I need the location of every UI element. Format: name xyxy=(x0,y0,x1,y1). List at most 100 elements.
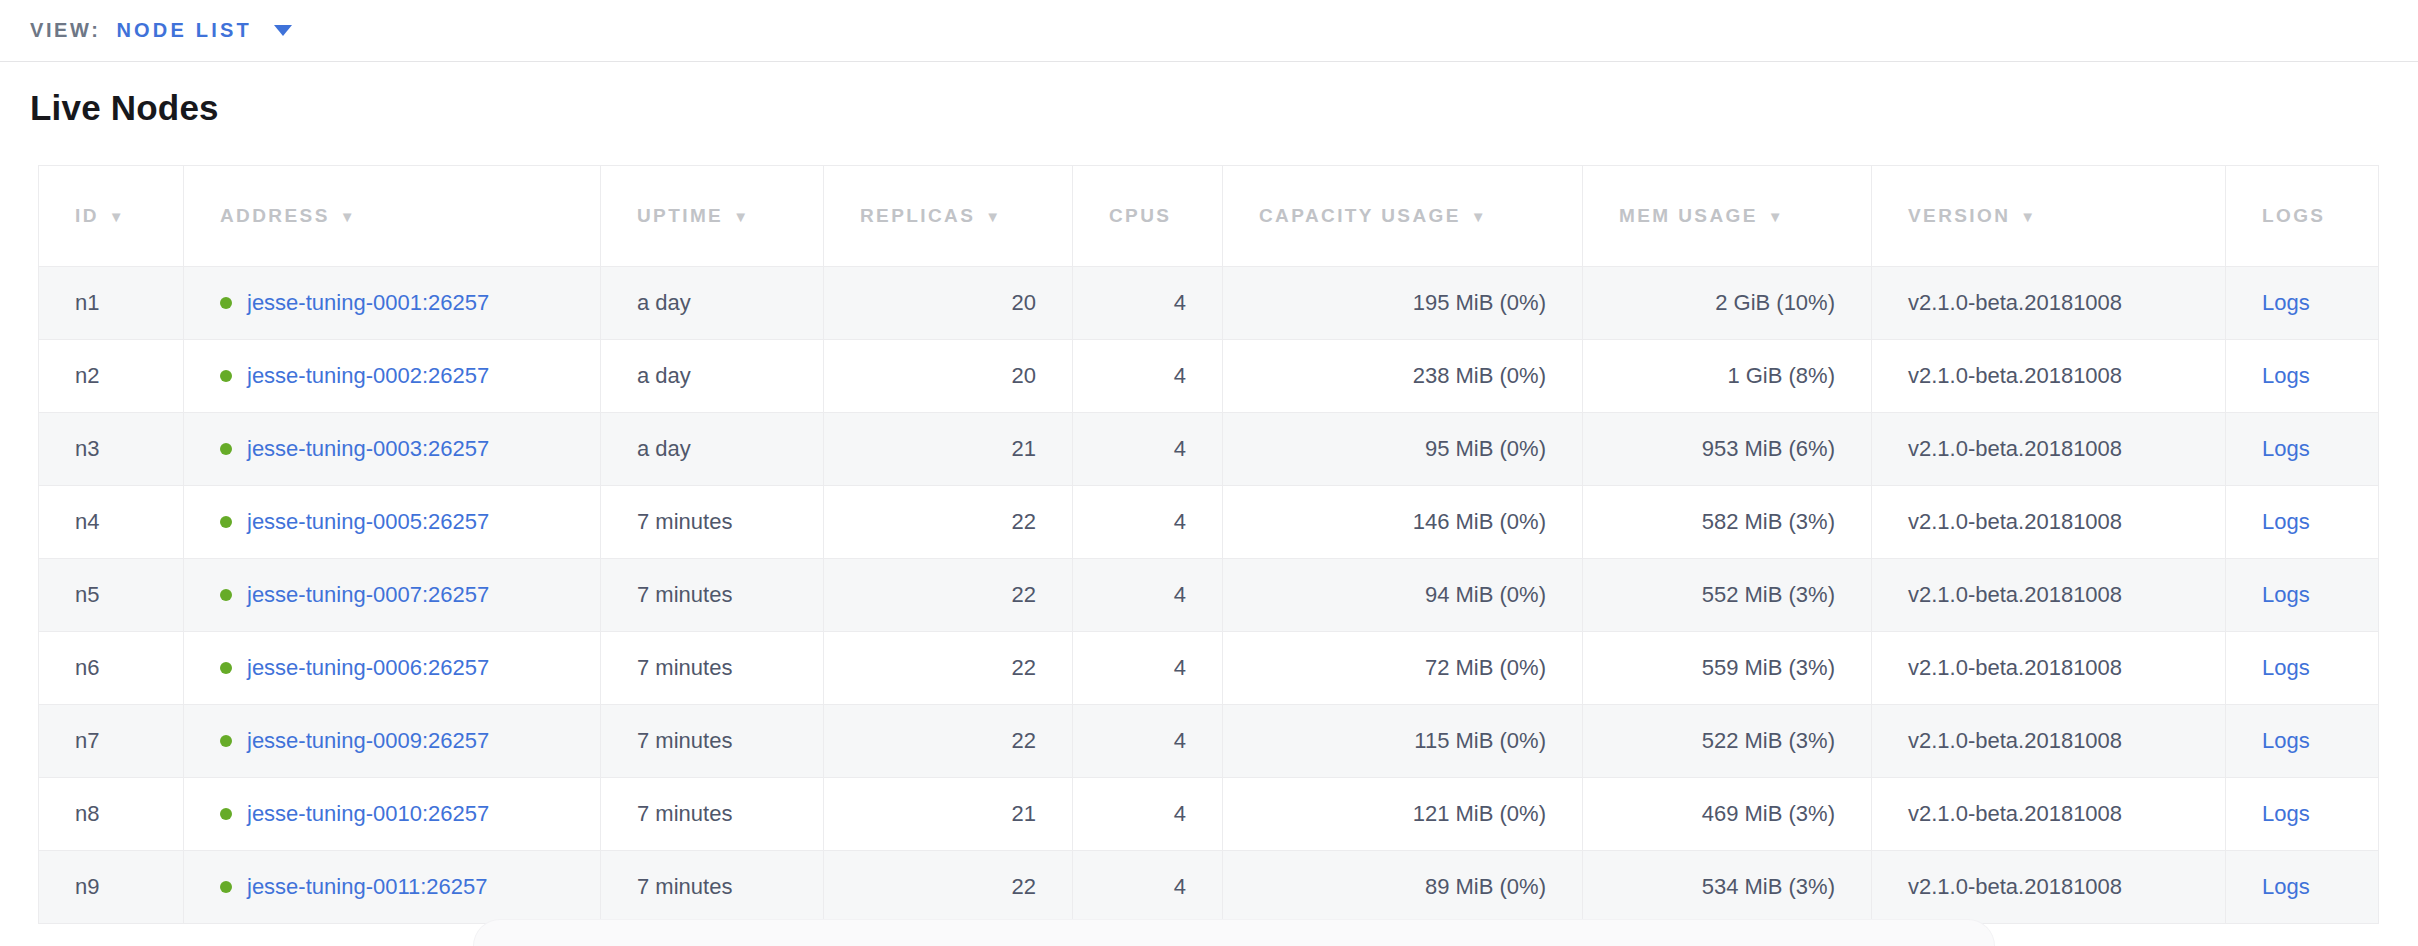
cell-cpus: 4 xyxy=(1073,267,1223,340)
cell-version: v2.1.0-beta.20181008 xyxy=(1872,340,2226,413)
cell-logs: Logs xyxy=(2226,705,2379,778)
column-header-replicas[interactable]: REPLICAS ▼ xyxy=(824,166,1073,267)
column-label: MEM USAGE xyxy=(1619,205,1758,226)
cell-cpus: 4 xyxy=(1073,340,1223,413)
cell-mem: 1 GiB (8%) xyxy=(1583,340,1872,413)
node-logs-link[interactable]: Logs xyxy=(2262,509,2310,534)
cell-uptime: 7 minutes xyxy=(601,778,824,851)
cell-id: n8 xyxy=(39,778,184,851)
node-address-link[interactable]: jesse-tuning-0011:26257 xyxy=(247,874,488,899)
cell-version: v2.1.0-beta.20181008 xyxy=(1872,632,2226,705)
column-label: CPUS xyxy=(1109,205,1171,226)
cell-logs: Logs xyxy=(2226,851,2379,924)
cell-id: n1 xyxy=(39,267,184,340)
cell-logs: Logs xyxy=(2226,486,2379,559)
cell-uptime: 7 minutes xyxy=(601,559,824,632)
node-logs-link[interactable]: Logs xyxy=(2262,874,2310,899)
column-label: REPLICAS xyxy=(860,205,975,226)
table-row: n4jesse-tuning-0005:262577 minutes224146… xyxy=(39,486,2379,559)
column-header-capacity[interactable]: CAPACITY USAGE ▼ xyxy=(1223,166,1583,267)
cell-replicas: 22 xyxy=(824,851,1073,924)
cell-replicas: 21 xyxy=(824,413,1073,486)
view-dropdown[interactable]: NODE LIST xyxy=(116,19,291,42)
cell-capacity: 115 MiB (0%) xyxy=(1223,705,1583,778)
cell-replicas: 22 xyxy=(824,632,1073,705)
node-status-icon xyxy=(220,370,232,382)
cell-cpus: 4 xyxy=(1073,632,1223,705)
cell-cpus: 4 xyxy=(1073,778,1223,851)
sort-desc-icon: ▼ xyxy=(109,208,124,225)
node-logs-link[interactable]: Logs xyxy=(2262,290,2310,315)
cell-version: v2.1.0-beta.20181008 xyxy=(1872,559,2226,632)
cell-id: n5 xyxy=(39,559,184,632)
cell-uptime: 7 minutes xyxy=(601,632,824,705)
column-header-uptime[interactable]: UPTIME▼ xyxy=(601,166,824,267)
column-header-mem[interactable]: MEM USAGE▼ xyxy=(1583,166,1872,267)
cell-version: v2.1.0-beta.20181008 xyxy=(1872,851,2226,924)
node-address-link[interactable]: jesse-tuning-0003:26257 xyxy=(247,436,489,461)
column-header-logs: LOGS xyxy=(2226,166,2379,267)
cell-logs: Logs xyxy=(2226,413,2379,486)
node-address-link[interactable]: jesse-tuning-0009:26257 xyxy=(247,728,489,753)
cell-logs: Logs xyxy=(2226,559,2379,632)
column-label: VERSION xyxy=(1908,205,2010,226)
cell-mem: 582 MiB (3%) xyxy=(1583,486,1872,559)
node-status-icon xyxy=(220,808,232,820)
node-status-icon xyxy=(220,297,232,309)
cell-uptime: a day xyxy=(601,413,824,486)
cell-address: jesse-tuning-0007:26257 xyxy=(184,559,601,632)
cell-uptime: a day xyxy=(601,340,824,413)
sort-desc-icon: ▼ xyxy=(1471,208,1486,225)
node-logs-link[interactable]: Logs xyxy=(2262,801,2310,826)
table-header-row: ID▼ADDRESS▼UPTIME▼REPLICAS▼CPUSCAPACITY … xyxy=(39,166,2379,267)
cell-capacity: 238 MiB (0%) xyxy=(1223,340,1583,413)
cell-id: n7 xyxy=(39,705,184,778)
node-status-icon xyxy=(220,662,232,674)
view-label: VIEW: xyxy=(30,19,100,42)
table-row: n3jesse-tuning-0003:26257a day21495 MiB … xyxy=(39,413,2379,486)
cell-id: n2 xyxy=(39,340,184,413)
node-address-link[interactable]: jesse-tuning-0001:26257 xyxy=(247,290,489,315)
node-address-link[interactable]: jesse-tuning-0005:26257 xyxy=(247,509,489,534)
table-row: n6jesse-tuning-0006:262577 minutes22472 … xyxy=(39,632,2379,705)
cell-capacity: 72 MiB (0%) xyxy=(1223,632,1583,705)
cell-mem: 953 MiB (6%) xyxy=(1583,413,1872,486)
view-dropdown-value: NODE LIST xyxy=(116,19,251,42)
cell-mem: 522 MiB (3%) xyxy=(1583,705,1872,778)
node-address-link[interactable]: jesse-tuning-0006:26257 xyxy=(247,655,489,680)
cell-address: jesse-tuning-0001:26257 xyxy=(184,267,601,340)
column-label: ID xyxy=(75,205,99,226)
cell-logs: Logs xyxy=(2226,267,2379,340)
sort-desc-icon: ▼ xyxy=(2020,208,2035,225)
node-logs-link[interactable]: Logs xyxy=(2262,655,2310,680)
node-logs-link[interactable]: Logs xyxy=(2262,436,2310,461)
cell-cpus: 4 xyxy=(1073,851,1223,924)
table-row: n5jesse-tuning-0007:262577 minutes22494 … xyxy=(39,559,2379,632)
cell-replicas: 22 xyxy=(824,559,1073,632)
chevron-down-icon xyxy=(274,25,292,36)
page-title: Live Nodes xyxy=(30,88,2418,128)
node-logs-link[interactable]: Logs xyxy=(2262,363,2310,388)
node-logs-link[interactable]: Logs xyxy=(2262,728,2310,753)
cell-replicas: 21 xyxy=(824,778,1073,851)
sort-desc-icon: ▼ xyxy=(733,208,748,225)
cell-mem: 2 GiB (10%) xyxy=(1583,267,1872,340)
cell-address: jesse-tuning-0011:26257 xyxy=(184,851,601,924)
table-row: n1jesse-tuning-0001:26257a day204195 MiB… xyxy=(39,267,2379,340)
node-address-link[interactable]: jesse-tuning-0007:26257 xyxy=(247,582,489,607)
cell-replicas: 22 xyxy=(824,705,1073,778)
table-row: n8jesse-tuning-0010:262577 minutes214121… xyxy=(39,778,2379,851)
live-nodes-table: ID▼ADDRESS▼UPTIME▼REPLICAS▼CPUSCAPACITY … xyxy=(38,165,2379,924)
column-label: CAPACITY USAGE xyxy=(1259,205,1461,226)
sort-desc-icon: ▼ xyxy=(985,208,1000,225)
node-address-link[interactable]: jesse-tuning-0002:26257 xyxy=(247,363,489,388)
column-header-cpus: CPUS xyxy=(1073,166,1223,267)
column-header-version[interactable]: VERSION ▼ xyxy=(1872,166,2226,267)
table-row: n7jesse-tuning-0009:262577 minutes224115… xyxy=(39,705,2379,778)
node-address-link[interactable]: jesse-tuning-0010:26257 xyxy=(247,801,489,826)
column-header-address[interactable]: ADDRESS▼ xyxy=(184,166,601,267)
cell-id: n9 xyxy=(39,851,184,924)
node-logs-link[interactable]: Logs xyxy=(2262,582,2310,607)
sort-desc-icon: ▼ xyxy=(340,208,355,225)
column-header-id[interactable]: ID ▼ xyxy=(39,166,184,267)
